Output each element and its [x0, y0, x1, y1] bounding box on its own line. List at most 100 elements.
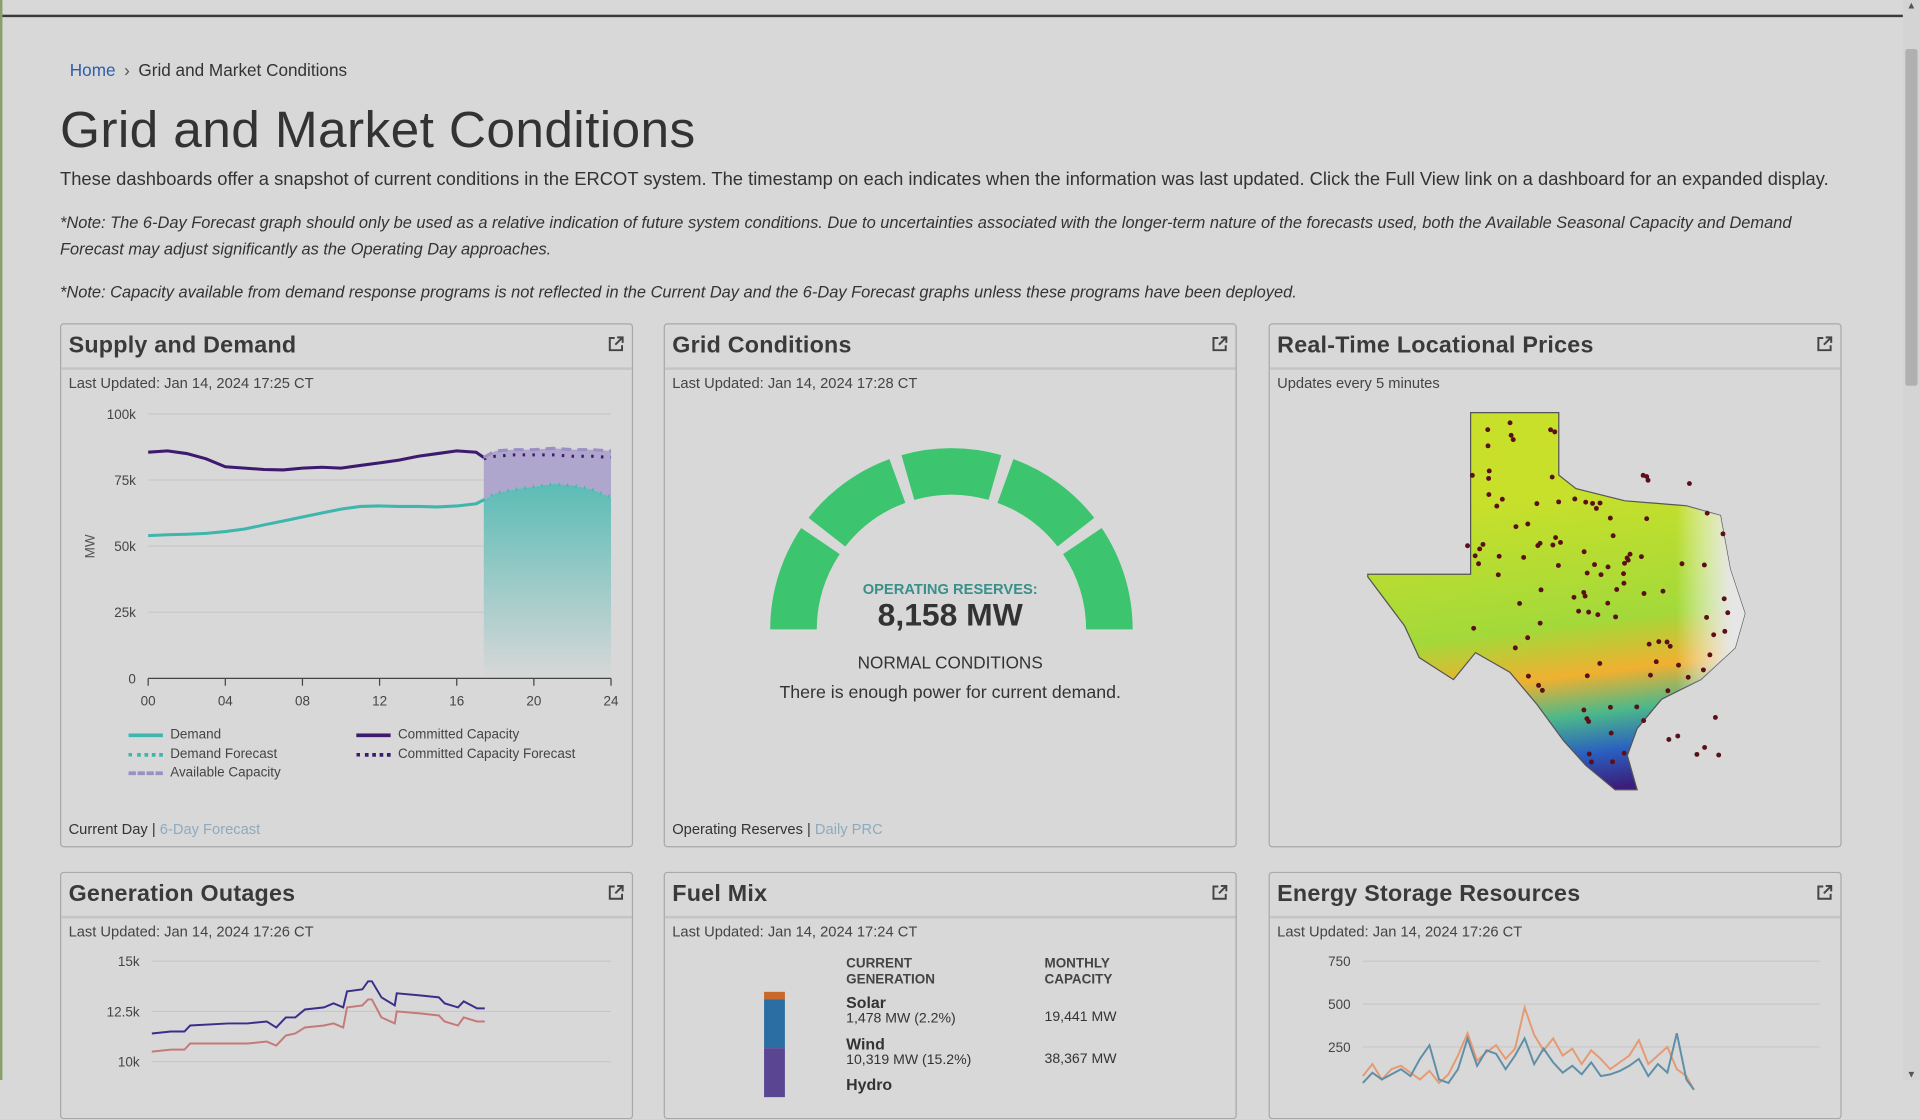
series-demand — [148, 498, 485, 538]
forecast-note: *Note: The 6-Day Forecast graph should o… — [60, 213, 1792, 259]
price-node-dot — [1477, 546, 1483, 552]
condition-message: There is enough power for current demand… — [779, 683, 1121, 703]
price-node-dot — [1550, 542, 1556, 548]
scroll-up-icon[interactable]: ▲ — [1906, 0, 1917, 12]
price-node-dot — [1583, 499, 1589, 505]
price-node-dot — [1572, 496, 1578, 502]
price-node-dot — [1536, 682, 1542, 688]
price-node-dot — [1552, 429, 1558, 435]
price-node-dot — [1722, 628, 1728, 634]
breadcrumb-current: Grid and Market Conditions — [138, 60, 348, 80]
price-node-dot — [1675, 733, 1681, 739]
x-tick-label: 20 — [526, 693, 541, 708]
breadcrumb-home-link[interactable]: Home — [69, 60, 116, 80]
texas-price-map[interactable] — [1270, 324, 1841, 846]
price-node-dot — [1645, 477, 1651, 483]
price-node-dot — [1700, 667, 1706, 673]
energy-storage-chart: 250 500 750 — [1328, 954, 1820, 1091]
price-node-dot — [1725, 610, 1731, 616]
x-tick-label: 16 — [449, 693, 464, 708]
price-node-dot — [1624, 555, 1630, 561]
external-link-icon[interactable] — [607, 884, 624, 901]
price-node-dot — [1608, 730, 1614, 736]
price-node-dot — [1555, 563, 1561, 568]
price-node-dot — [1537, 620, 1543, 626]
external-link-icon[interactable] — [1816, 336, 1833, 353]
external-link-icon[interactable] — [1211, 336, 1228, 353]
price-node-dot — [1512, 645, 1518, 651]
price-node-dot — [1593, 505, 1599, 511]
price-node-dot — [1597, 660, 1603, 666]
price-node-dot — [1704, 510, 1710, 516]
price-node-dot — [1584, 570, 1590, 576]
y-axis-label: MW — [82, 534, 97, 558]
price-node-dot — [1581, 707, 1587, 713]
daily-prc-link[interactable]: Daily PRC — [814, 820, 883, 838]
x-tick-label: 04 — [218, 693, 233, 708]
card-title: Fuel Mix — [672, 881, 768, 908]
price-node-dot — [1634, 704, 1640, 710]
price-node-dot — [1660, 588, 1666, 594]
price-node-dot — [1537, 540, 1543, 546]
condition-status: NORMAL CONDITIONS — [857, 652, 1043, 673]
card-footer: Operating Reserves | Daily PRC — [672, 820, 883, 838]
x-tick-label: 24 — [604, 693, 619, 708]
price-node-dot — [1510, 437, 1516, 443]
x-tick-label: 08 — [295, 693, 310, 708]
price-node-dot — [1486, 492, 1492, 498]
price-node-dot — [1485, 427, 1491, 433]
price-node-dot — [1666, 737, 1672, 742]
external-link-icon[interactable] — [1211, 884, 1228, 901]
legend-committed-capacity-forecast: Committed Capacity Forecast — [356, 747, 575, 762]
price-node-dot — [1534, 501, 1540, 507]
card-title: Supply and Demand — [68, 333, 297, 359]
price-node-dot — [1584, 716, 1590, 722]
last-updated: Last Updated: Jan 14, 2024 17:25 CT — [68, 374, 314, 392]
price-node-dot — [1711, 632, 1717, 638]
current-generation-header: CURRENT GENERATION — [846, 956, 935, 987]
price-node-dot — [1592, 562, 1597, 568]
price-node-dot — [1513, 524, 1519, 530]
solar-capacity: 19,441 MW — [1044, 1010, 1117, 1025]
card-title: Generation Outages — [68, 881, 296, 908]
legend-available-capacity: Available Capacity — [128, 765, 281, 780]
y-tick-label: 250 — [1328, 1040, 1350, 1055]
price-node-dot — [1702, 744, 1708, 750]
price-node-dot — [1525, 673, 1531, 679]
generation-outages-card: Generation Outages Last Updated: Jan 14,… — [60, 871, 634, 1119]
grid-conditions-card: Grid Conditions Last Updated: Jan 14, 20… — [663, 323, 1237, 848]
card-title: Real-Time Locational Prices — [1277, 333, 1594, 359]
price-node-dot — [1571, 594, 1577, 600]
price-node-dot — [1584, 673, 1590, 679]
price-node-dot — [1686, 481, 1692, 487]
price-node-dot — [1613, 614, 1619, 620]
bar-segment-hydro — [764, 1048, 785, 1098]
scrollbar-thumb[interactable] — [1905, 48, 1918, 386]
price-node-dot — [1472, 553, 1478, 559]
price-node-dot — [1701, 562, 1707, 568]
price-node-dot — [1646, 641, 1652, 647]
price-node-dot — [1676, 662, 1681, 668]
fuel-row-hydro: Hydro — [846, 1075, 893, 1094]
outage-series-line — [151, 998, 485, 1053]
scrollbar[interactable]: ▲ ▼ — [1902, 0, 1920, 1081]
gauge-segment — [1063, 528, 1133, 630]
left-edge — [0, 0, 3, 1081]
storage-series-line — [1362, 1003, 1695, 1091]
supply-demand-card: Supply and Demand Last Updated: Jan 14, … — [60, 323, 634, 848]
y-tick-label: 15k — [118, 954, 140, 969]
six-day-forecast-link[interactable]: 6-Day Forecast — [159, 820, 261, 838]
card-footer: Current Day | 6-Day Forecast — [68, 820, 261, 838]
y-tick-label: 75k — [114, 473, 136, 488]
price-node-dot — [1704, 614, 1710, 620]
fuel-row-solar: Solar 1,478 MW (2.2%) — [846, 993, 956, 1027]
price-node-dot — [1494, 503, 1500, 509]
price-node-dot — [1610, 759, 1615, 765]
operating-reserves-label: Operating Reserves — [672, 820, 803, 838]
external-link-icon[interactable] — [607, 336, 624, 353]
price-node-dot — [1581, 549, 1587, 555]
y-tick-label: 12.5k — [107, 1004, 140, 1019]
scroll-down-icon[interactable]: ▼ — [1906, 1068, 1917, 1081]
external-link-icon[interactable] — [1816, 884, 1833, 901]
